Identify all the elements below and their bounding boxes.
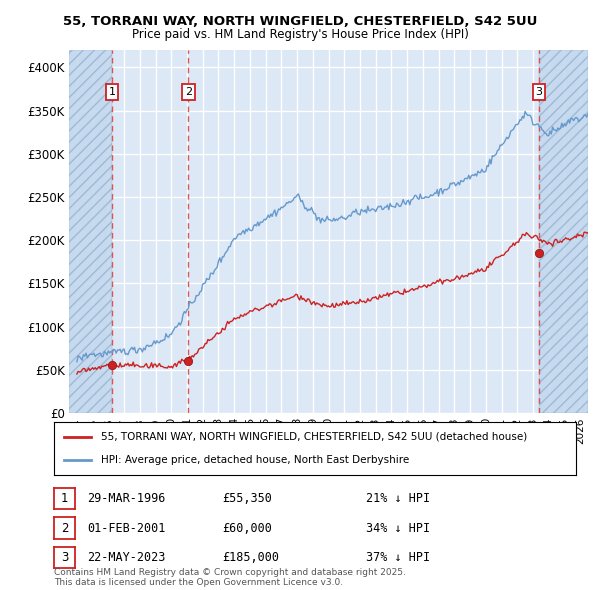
- Text: 37% ↓ HPI: 37% ↓ HPI: [366, 551, 430, 564]
- Text: 34% ↓ HPI: 34% ↓ HPI: [366, 522, 430, 535]
- Bar: [69, 50, 112, 413]
- Text: 3: 3: [536, 87, 542, 97]
- Text: 2: 2: [185, 87, 192, 97]
- Text: £60,000: £60,000: [222, 522, 272, 535]
- Text: 55, TORRANI WAY, NORTH WINGFIELD, CHESTERFIELD, S42 5UU: 55, TORRANI WAY, NORTH WINGFIELD, CHESTE…: [63, 15, 537, 28]
- Text: 22-MAY-2023: 22-MAY-2023: [87, 551, 166, 564]
- Text: Contains HM Land Registry data © Crown copyright and database right 2025.
This d: Contains HM Land Registry data © Crown c…: [54, 568, 406, 587]
- Text: 01-FEB-2001: 01-FEB-2001: [87, 522, 166, 535]
- Text: 1: 1: [61, 492, 68, 505]
- Bar: [69, 50, 112, 413]
- Text: 21% ↓ HPI: 21% ↓ HPI: [366, 492, 430, 505]
- Text: 2: 2: [61, 522, 68, 535]
- Text: HPI: Average price, detached house, North East Derbyshire: HPI: Average price, detached house, Nort…: [101, 455, 409, 465]
- Bar: [539, 50, 588, 413]
- Text: £55,350: £55,350: [222, 492, 272, 505]
- Text: Price paid vs. HM Land Registry's House Price Index (HPI): Price paid vs. HM Land Registry's House …: [131, 28, 469, 41]
- Text: 3: 3: [61, 551, 68, 564]
- Text: 29-MAR-1996: 29-MAR-1996: [87, 492, 166, 505]
- Text: 55, TORRANI WAY, NORTH WINGFIELD, CHESTERFIELD, S42 5UU (detached house): 55, TORRANI WAY, NORTH WINGFIELD, CHESTE…: [101, 432, 527, 442]
- Text: £185,000: £185,000: [222, 551, 279, 564]
- Bar: [539, 50, 588, 413]
- Text: 1: 1: [109, 87, 116, 97]
